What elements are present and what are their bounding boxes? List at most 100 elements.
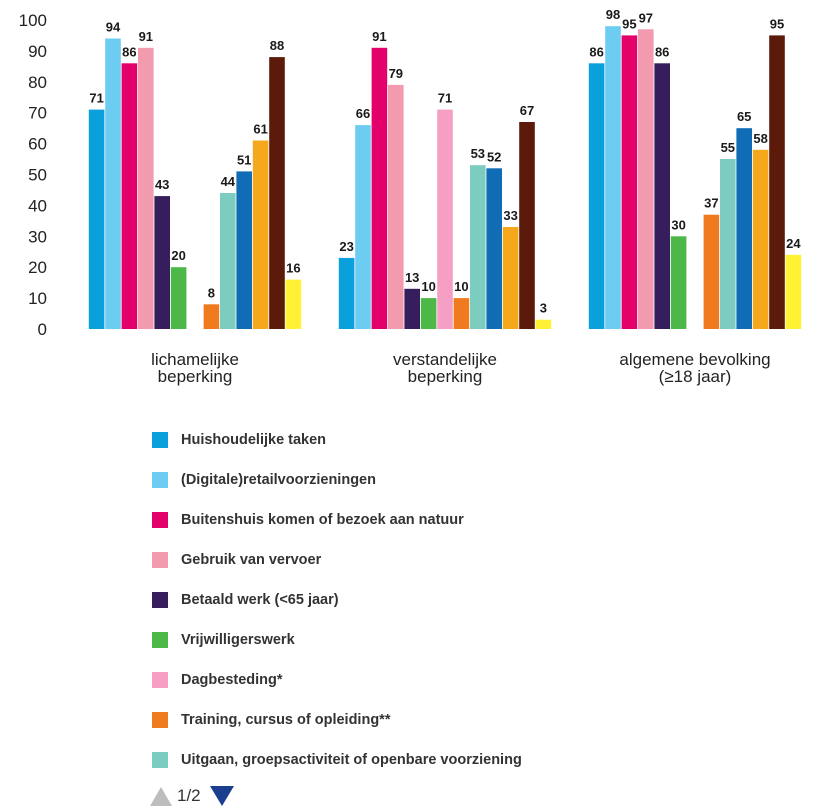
legend-label: Betaald werk (<65 jaar) bbox=[181, 592, 339, 608]
data-label: 66 bbox=[356, 106, 370, 121]
legend-label: Gebruik van vervoer bbox=[181, 552, 322, 568]
legend-item: Buitenshuis komen of bezoek aan natuur bbox=[152, 510, 522, 530]
page-up-arrow-icon[interactable] bbox=[150, 786, 172, 806]
data-label: 86 bbox=[122, 44, 136, 59]
data-label: 91 bbox=[139, 29, 153, 44]
bar bbox=[170, 267, 187, 329]
bar bbox=[621, 35, 638, 330]
data-label: 88 bbox=[270, 38, 284, 53]
y-tick-label: 20 bbox=[28, 258, 47, 277]
bar bbox=[371, 47, 388, 330]
legend-swatch bbox=[152, 592, 168, 608]
bar bbox=[519, 122, 535, 329]
bar bbox=[121, 63, 138, 330]
legend-label: Vrijwilligerswerk bbox=[181, 632, 295, 648]
data-label: 95 bbox=[770, 16, 784, 31]
legend-swatch bbox=[152, 432, 168, 448]
data-label: 37 bbox=[704, 196, 718, 211]
y-tick-label: 60 bbox=[28, 135, 47, 154]
data-label: 8 bbox=[208, 285, 215, 300]
bar bbox=[535, 319, 552, 329]
bar bbox=[252, 140, 269, 329]
bar bbox=[486, 168, 502, 329]
legend-pager: 1/2 bbox=[150, 786, 234, 806]
legend-item: Betaald werk (<65 jaar) bbox=[152, 590, 522, 610]
data-label: 79 bbox=[389, 66, 403, 81]
data-label: 10 bbox=[454, 279, 468, 294]
bar bbox=[654, 63, 670, 330]
data-label: 94 bbox=[106, 20, 121, 35]
data-label: 97 bbox=[639, 10, 653, 25]
bar bbox=[670, 236, 687, 329]
x-tick-label: algemene bevolking bbox=[619, 350, 770, 369]
data-label: 51 bbox=[237, 152, 251, 167]
bar-chart: 0102030405060708090100719486914320844516… bbox=[19, 7, 802, 386]
data-label: 58 bbox=[753, 131, 767, 146]
legend-item: Dagbesteding* bbox=[152, 670, 522, 690]
data-label: 16 bbox=[286, 261, 300, 276]
bar bbox=[338, 257, 355, 329]
x-tick-label: (≥18 jaar) bbox=[659, 367, 732, 386]
legend-label: (Digitale)retailvoorzieningen bbox=[181, 472, 376, 488]
data-label: 24 bbox=[786, 236, 801, 251]
legend-label: Buitenshuis komen of bezoek aan natuur bbox=[181, 512, 464, 528]
bar bbox=[388, 84, 404, 330]
bar bbox=[588, 63, 605, 330]
bar bbox=[470, 165, 486, 329]
bar bbox=[203, 304, 220, 329]
bar bbox=[605, 26, 621, 329]
data-label: 86 bbox=[655, 44, 669, 59]
bar bbox=[437, 109, 453, 329]
data-label: 91 bbox=[372, 29, 386, 44]
bar bbox=[720, 159, 736, 329]
legend-item: Vrijwilligerswerk bbox=[152, 630, 522, 650]
data-label: 43 bbox=[155, 177, 169, 192]
data-label: 65 bbox=[737, 109, 751, 124]
data-label: 13 bbox=[405, 270, 419, 285]
data-label: 98 bbox=[606, 7, 620, 22]
data-label: 53 bbox=[471, 146, 485, 161]
legend-swatch bbox=[152, 712, 168, 728]
data-label: 61 bbox=[253, 122, 267, 137]
legend-label: Uitgaan, groepsactiviteit of openbare vo… bbox=[181, 752, 522, 768]
x-tick-label: verstandelijke bbox=[393, 350, 497, 369]
bar bbox=[453, 298, 470, 329]
data-label: 3 bbox=[540, 301, 547, 316]
y-tick-label: 50 bbox=[28, 166, 47, 185]
legend-swatch bbox=[152, 512, 168, 528]
data-label: 71 bbox=[89, 91, 103, 106]
bar bbox=[404, 288, 420, 329]
data-label: 20 bbox=[171, 248, 185, 263]
page-down-arrow-icon[interactable] bbox=[209, 786, 234, 806]
bar bbox=[769, 35, 785, 330]
bar bbox=[269, 57, 285, 329]
bar bbox=[138, 47, 154, 330]
legend: Huishoudelijke taken (Digitale)retailvoo… bbox=[152, 430, 522, 790]
data-label: 95 bbox=[622, 16, 636, 31]
legend-label: Training, cursus of opleiding** bbox=[181, 712, 391, 728]
data-label: 10 bbox=[421, 279, 435, 294]
bar bbox=[88, 109, 105, 329]
bar bbox=[285, 279, 302, 329]
bar bbox=[736, 128, 752, 329]
legend-swatch bbox=[152, 552, 168, 568]
data-label: 44 bbox=[221, 174, 236, 189]
bar bbox=[638, 29, 654, 330]
legend-swatch bbox=[152, 672, 168, 688]
x-tick-label: beperking bbox=[158, 367, 233, 386]
y-tick-label: 40 bbox=[28, 196, 47, 215]
legend-item: (Digitale)retailvoorzieningen bbox=[152, 470, 522, 490]
data-label: 23 bbox=[339, 239, 353, 254]
data-label: 33 bbox=[503, 208, 517, 223]
bar bbox=[154, 196, 170, 329]
data-label: 67 bbox=[520, 103, 534, 118]
legend-item: Uitgaan, groepsactiviteit of openbare vo… bbox=[152, 750, 522, 770]
y-tick-label: 100 bbox=[19, 11, 47, 30]
data-label: 55 bbox=[721, 140, 735, 155]
data-label: 71 bbox=[438, 91, 452, 106]
bar bbox=[420, 298, 437, 329]
page-indicator: 1/2 bbox=[177, 786, 201, 805]
y-tick-label: 70 bbox=[28, 104, 47, 123]
data-label: 86 bbox=[589, 44, 603, 59]
bar bbox=[236, 171, 252, 329]
